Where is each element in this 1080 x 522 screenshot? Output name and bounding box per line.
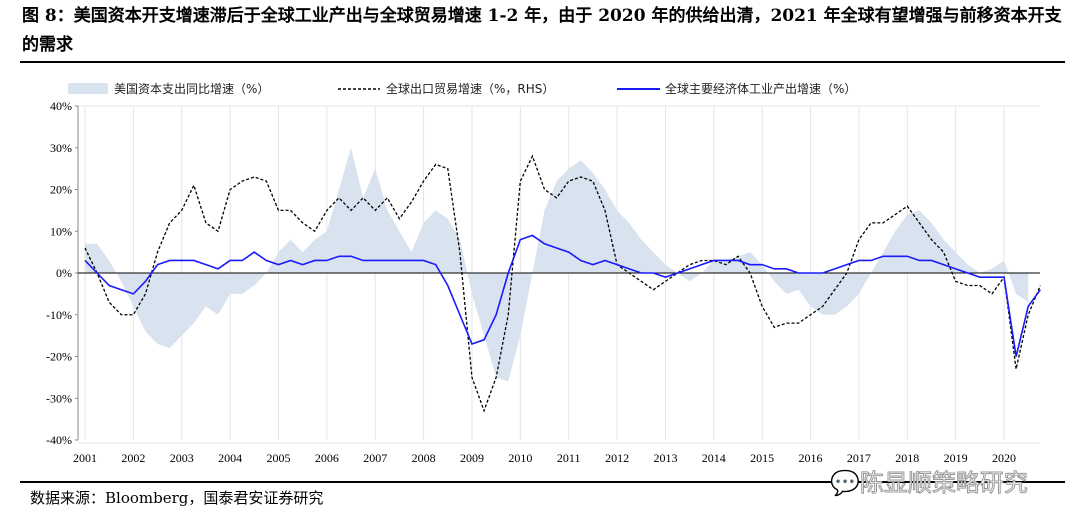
y-tick-label: 10% bbox=[50, 224, 72, 238]
source-note: 数据来源：Bloomberg，国泰君安证券研究 bbox=[30, 489, 324, 507]
x-tick-label: 2020 bbox=[992, 451, 1016, 465]
x-tick-label: 2010 bbox=[508, 451, 532, 465]
legend-label-trade: 全球出口贸易增速（%，RHS） bbox=[386, 81, 554, 96]
y-tick-label: -10% bbox=[46, 308, 72, 322]
series-area-us-capex bbox=[85, 147, 1029, 382]
x-tick-label: 2011 bbox=[557, 451, 581, 465]
y-tick-label: 30% bbox=[50, 141, 72, 155]
x-tick-label: 2019 bbox=[944, 451, 968, 465]
x-tick-label: 2002 bbox=[121, 451, 145, 465]
series-line-global-ip bbox=[84, 234, 1041, 357]
bottom-rule bbox=[20, 481, 1065, 483]
x-tick-label: 2007 bbox=[363, 451, 387, 465]
x-tick-label: 2005 bbox=[266, 451, 290, 465]
x-tick-label: 2008 bbox=[412, 451, 436, 465]
x-tick-label: 2015 bbox=[750, 451, 774, 465]
watermark-text: 陈显顺策略研究 bbox=[859, 469, 1028, 498]
x-tick-label: 2009 bbox=[460, 451, 484, 465]
x-tick-label: 2016 bbox=[799, 451, 823, 465]
legend-swatch-capex bbox=[68, 83, 108, 94]
legend-label-ip: 全球主要经济体工业产出增速（%） bbox=[665, 81, 856, 96]
figure-title: 图 8：美国资本开支增速滞后于全球工业产出与全球贸易增速 1-2 年，由于 20… bbox=[22, 6, 1062, 55]
x-tick-label: 2012 bbox=[605, 451, 629, 465]
y-tick-label: 40% bbox=[50, 99, 72, 113]
x-tick-label: 2018 bbox=[895, 451, 919, 465]
x-tick-label: 2014 bbox=[702, 451, 726, 465]
x-tick-label: 2001 bbox=[73, 451, 97, 465]
y-tick-label: -30% bbox=[46, 391, 72, 405]
watermark: 💬陈显顺策略研究 bbox=[830, 469, 1029, 498]
x-tick-label: 2017 bbox=[847, 451, 871, 465]
x-tick-label: 2003 bbox=[170, 451, 194, 465]
y-tick-label: 20% bbox=[50, 183, 72, 197]
legend-label-capex: 美国资本支出同比增速（%） bbox=[114, 82, 269, 96]
y-tick-label: 0% bbox=[56, 266, 72, 280]
series-line-global-trade bbox=[84, 154, 1041, 413]
y-tick-label: -40% bbox=[46, 433, 72, 447]
x-tick-label: 2006 bbox=[315, 451, 339, 465]
x-tick-label: 2004 bbox=[218, 451, 242, 465]
y-tick-label: -20% bbox=[46, 350, 72, 364]
top-rule bbox=[20, 61, 1065, 63]
x-tick-label: 2013 bbox=[653, 451, 677, 465]
